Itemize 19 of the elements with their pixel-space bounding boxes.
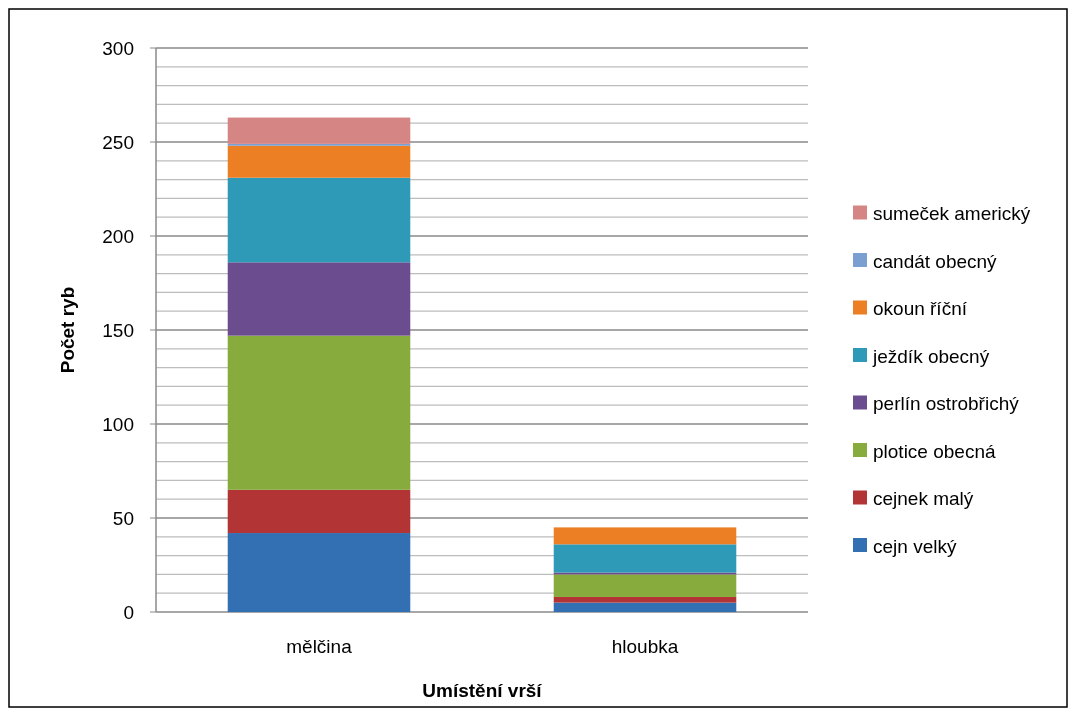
legend-label: cejnek malý — [873, 488, 974, 510]
legend-label: candát obecný — [873, 250, 998, 272]
y-tick-label: 150 — [102, 319, 134, 341]
legend-label: perlín ostrobřichý — [873, 393, 1020, 415]
y-tick-label: 0 — [123, 601, 134, 623]
legend-label: okoun říční — [873, 298, 968, 320]
y-tick-label: 50 — [112, 507, 134, 529]
y-tick-label: 100 — [102, 413, 134, 435]
legend-label: plotice obecná — [873, 440, 996, 462]
legend-label: sumeček americký — [873, 203, 1031, 225]
x-axis-title: Umístění vrší — [422, 680, 543, 701]
x-tick-label: hloubka — [611, 636, 679, 657]
y-tick-label: 300 — [102, 37, 134, 59]
legend-label: cejn velký — [873, 535, 957, 557]
legend-label: ježdík obecný — [872, 345, 990, 367]
y-axis-title: Počet ryb — [57, 286, 78, 374]
y-tick-label: 200 — [102, 225, 134, 247]
x-tick-label: mělčina — [286, 636, 353, 657]
y-tick-label: 250 — [102, 131, 134, 153]
